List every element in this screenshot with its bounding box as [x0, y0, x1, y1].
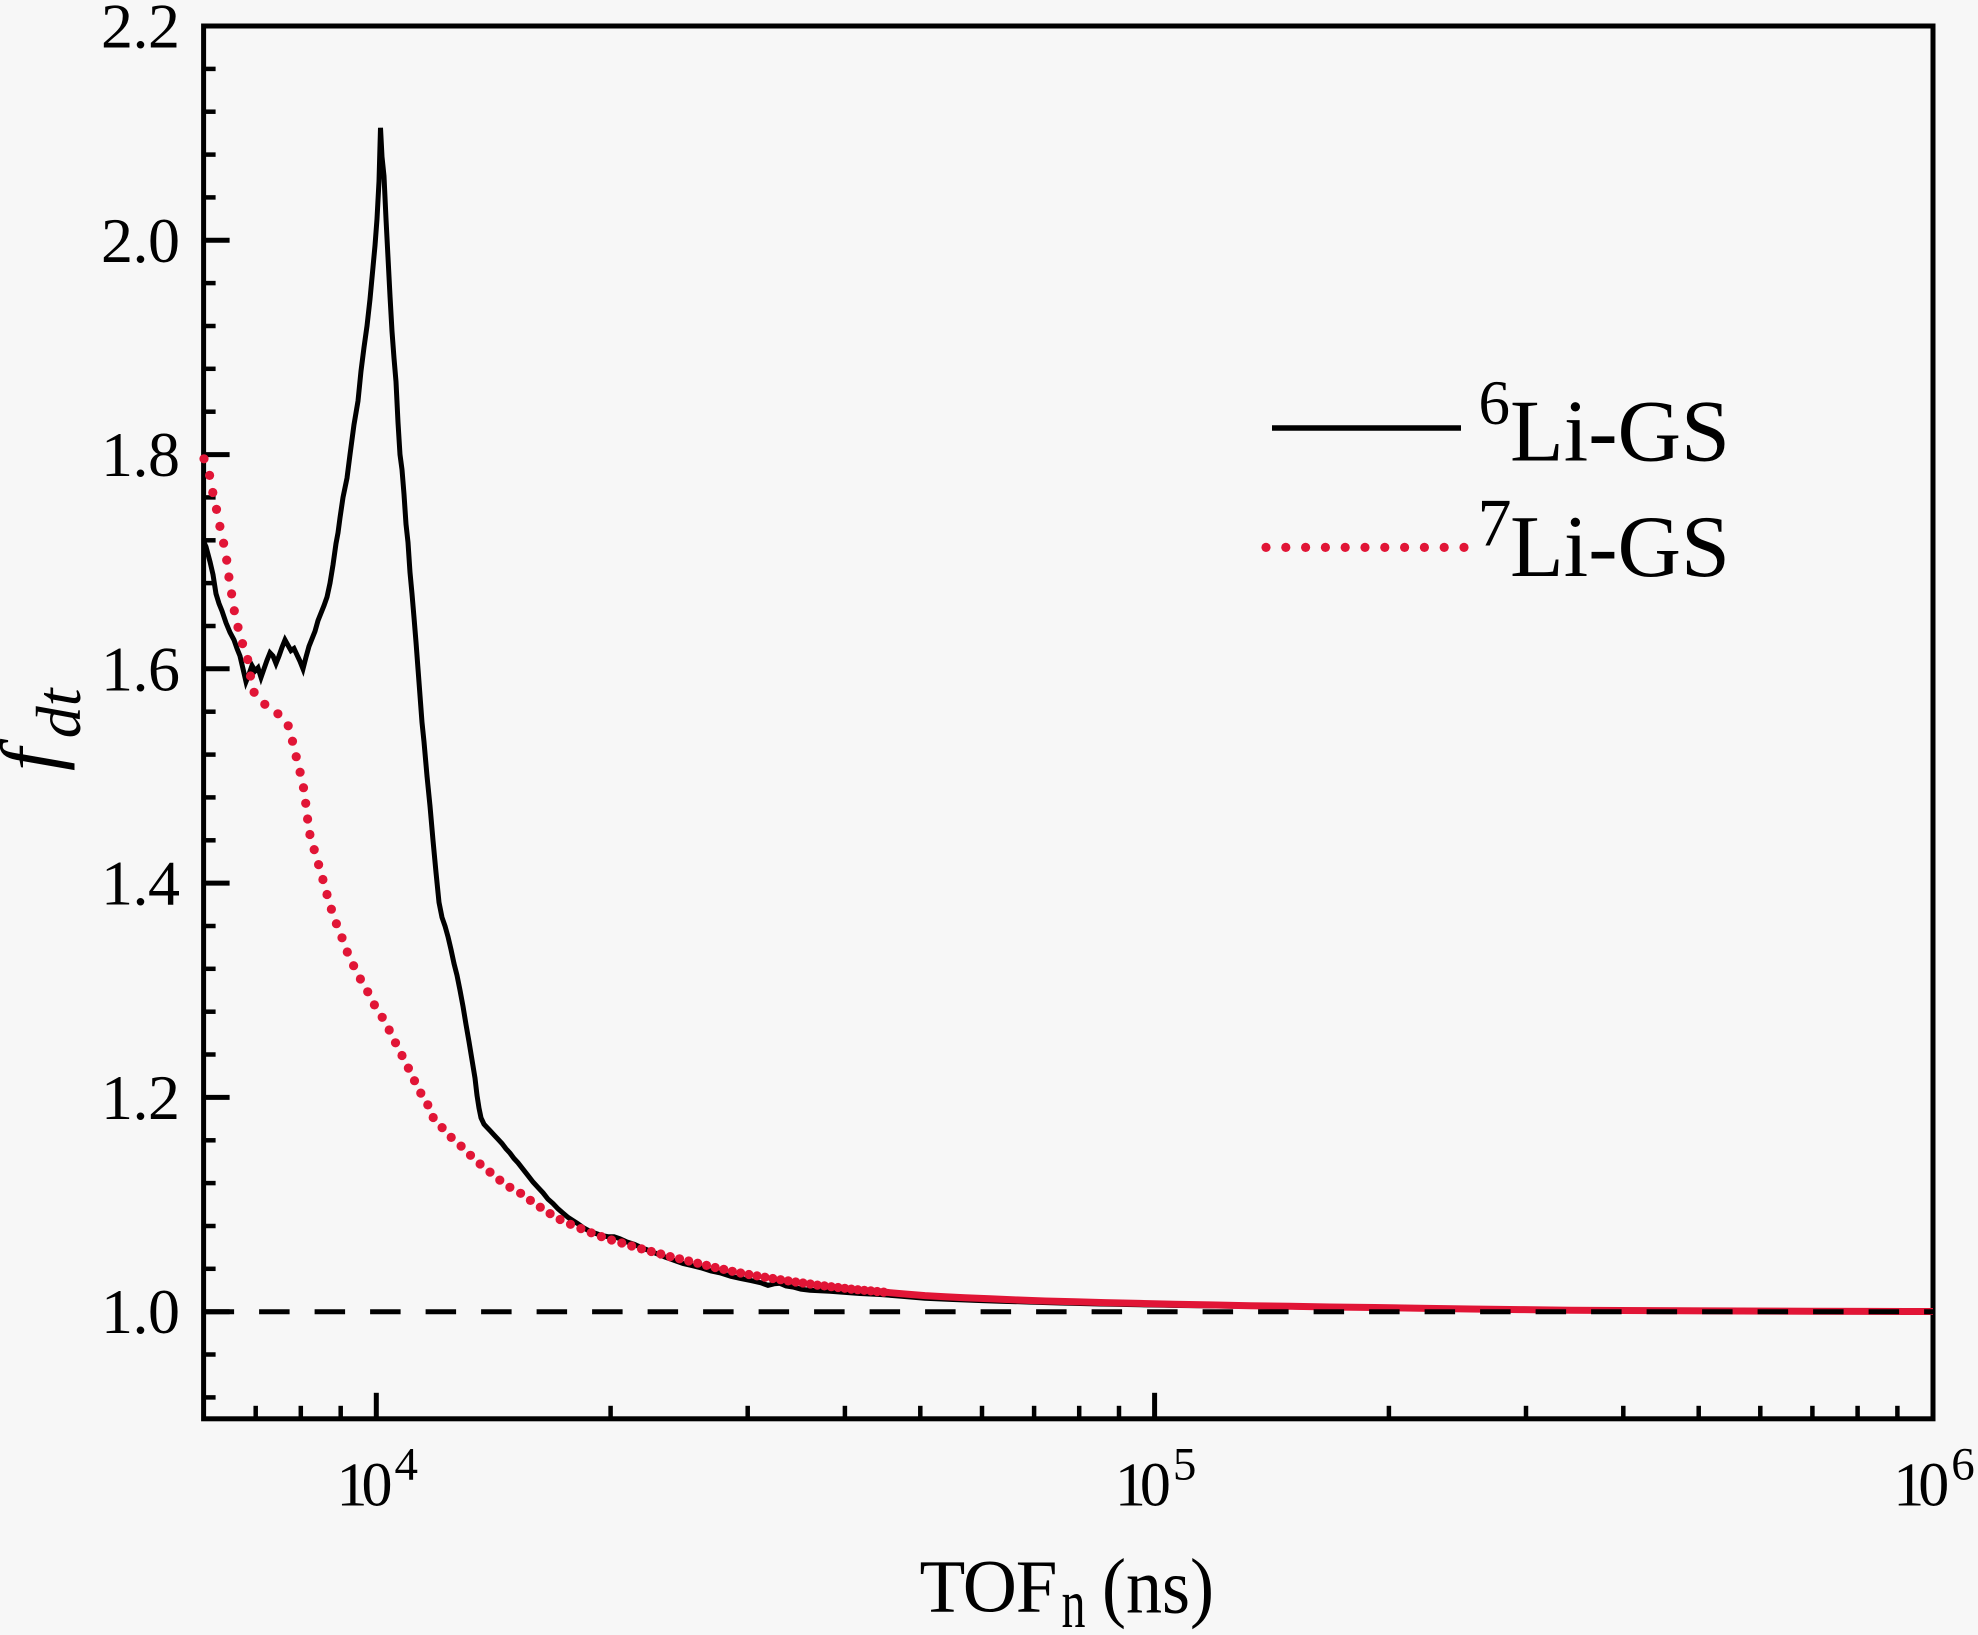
svg-text:TOF: TOF [920, 1546, 1058, 1629]
svg-text:Li-GS: Li-GS [1510, 499, 1730, 596]
svg-text:6: 6 [1951, 1439, 1975, 1491]
svg-text:n: n [1062, 1566, 1086, 1635]
svg-text:2.0: 2.0 [101, 205, 180, 276]
svg-text:1.4: 1.4 [101, 848, 180, 919]
svg-text:(ns): (ns) [1102, 1543, 1214, 1630]
svg-text:7: 7 [1478, 485, 1512, 561]
svg-text:Li-GS: Li-GS [1510, 384, 1730, 481]
svg-text:10: 10 [1115, 1452, 1171, 1520]
svg-text:1.2: 1.2 [101, 1062, 180, 1133]
svg-text:4: 4 [395, 1439, 419, 1491]
svg-text:6: 6 [1479, 368, 1511, 438]
svg-text:1.6: 1.6 [101, 633, 180, 704]
svg-text:2.2: 2.2 [101, 0, 180, 62]
svg-text:10: 10 [337, 1452, 393, 1520]
svg-text:5: 5 [1173, 1439, 1197, 1491]
svg-text:1.8: 1.8 [101, 419, 180, 490]
svg-text:10: 10 [1893, 1452, 1949, 1520]
svg-text:1.0: 1.0 [101, 1276, 180, 1347]
